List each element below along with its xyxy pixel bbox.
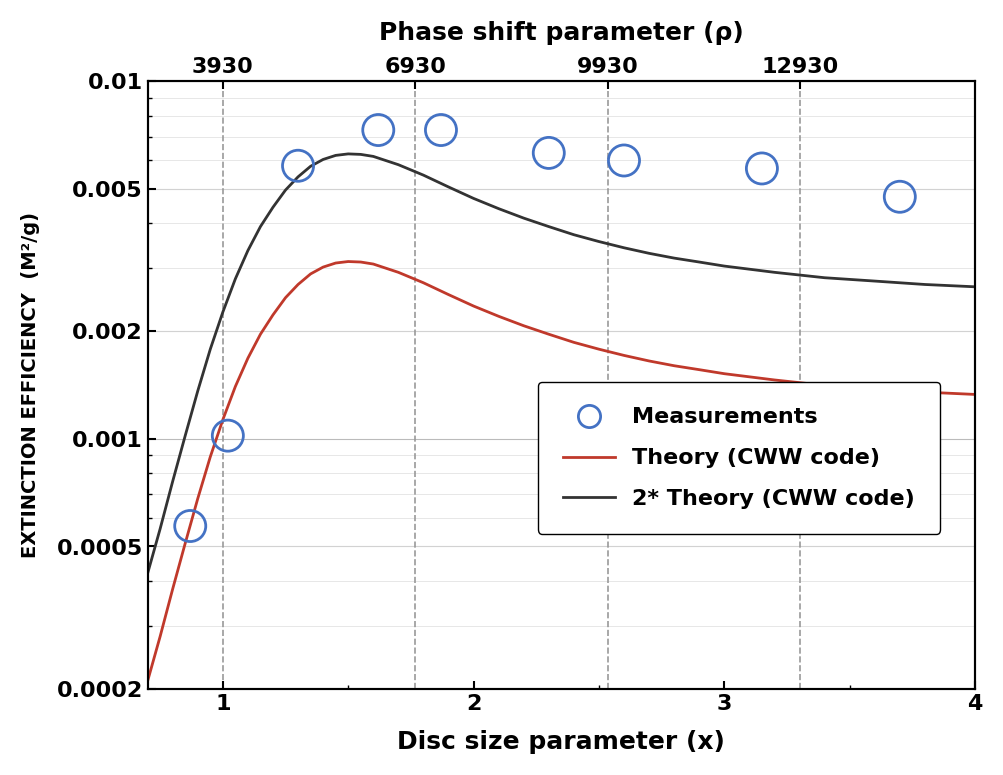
Point: [541, 147, 557, 160]
Point: [432, 124, 448, 136]
X-axis label: Phase shift parameter (ρ): Phase shift parameter (ρ): [379, 21, 743, 45]
Point: [220, 429, 236, 442]
Point: [183, 520, 199, 532]
Point: [370, 124, 386, 136]
Y-axis label: EXTINCTION EFFICIENCY  (M²/g): EXTINCTION EFFICIENCY (M²/g): [21, 212, 40, 558]
Point: [290, 160, 306, 172]
X-axis label: Disc size parameter (x): Disc size parameter (x): [397, 730, 725, 754]
Legend: Measurements, Theory (CWW code), 2* Theory (CWW code): Measurements, Theory (CWW code), 2* Theo…: [538, 382, 939, 534]
Point: [753, 163, 769, 175]
Point: [892, 191, 908, 203]
Point: [616, 154, 632, 167]
